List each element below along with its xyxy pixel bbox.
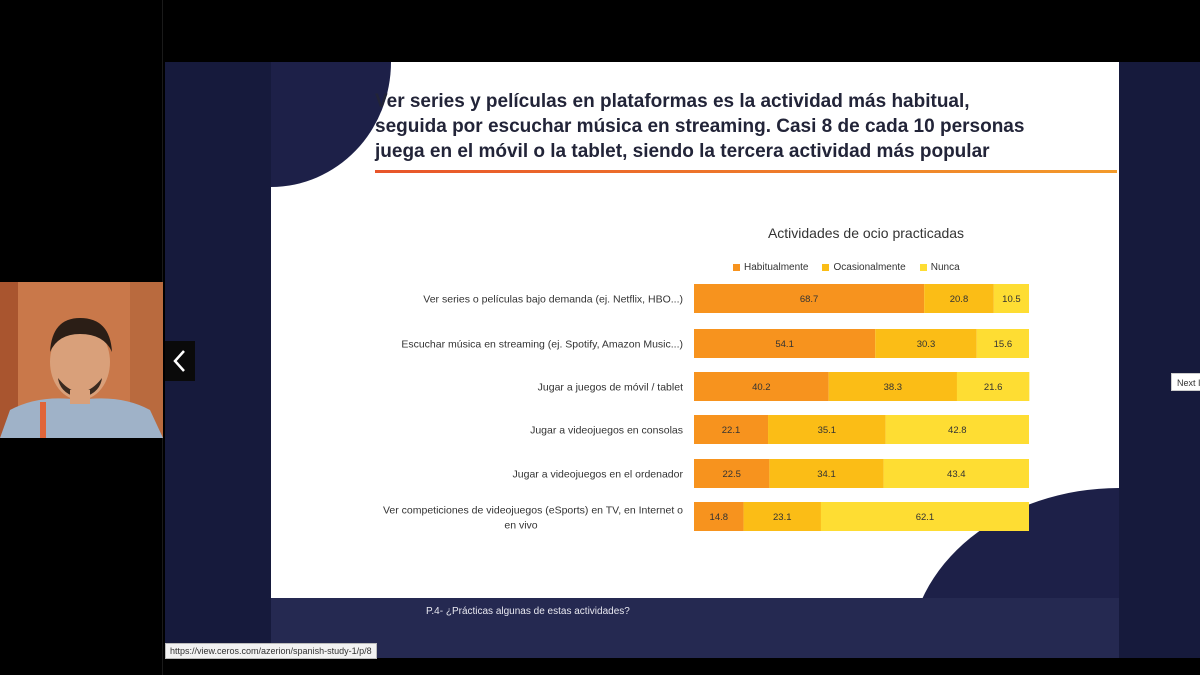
legend-label: Ocasionalmente	[833, 262, 906, 273]
bar-habitualmente	[694, 372, 829, 401]
data-label: 34.1	[817, 469, 836, 480]
data-label: 22.1	[722, 425, 741, 436]
bar-ocasionalmente	[875, 329, 977, 358]
category-label: Ver competiciones de videojuegos (eSport…	[383, 505, 683, 532]
data-label: 21.6	[984, 382, 1003, 393]
bar-habitualmente	[694, 284, 925, 313]
bar-nunca	[956, 372, 1030, 401]
data-label: 15.6	[994, 339, 1013, 350]
data-label: 43.4	[947, 469, 966, 480]
stacked-bar-chart: Ver series o películas bajo demanda (ej.…	[383, 284, 1030, 532]
bar-nunca	[993, 284, 1029, 313]
chevron-left-icon	[173, 350, 185, 372]
legend-swatch	[919, 264, 927, 271]
slide-title: Ver series y películas en plataformas es…	[375, 89, 1095, 164]
category-label: Jugar a juegos de móvil / tablet	[538, 382, 683, 394]
bar-habitualmente	[694, 502, 744, 531]
bar-ocasionalmente	[768, 415, 886, 444]
bar-nunca	[885, 415, 1029, 444]
bar-ocasionalmente	[828, 372, 957, 401]
bar-habitualmente	[694, 329, 876, 358]
footer-question: P.4- ¿Prácticas algunas de estas activid…	[426, 606, 630, 617]
category-label: Ver series o películas bajo demanda (ej.…	[423, 294, 683, 306]
bar-ocasionalmente	[924, 284, 994, 313]
chart-legend: Habitualmente Ocasionalmente Nunca	[733, 262, 960, 273]
data-label: 10.5	[1002, 294, 1021, 305]
data-label: 14.8	[710, 512, 729, 523]
title-line: Ver series y películas en plataformas es…	[375, 91, 970, 112]
legend-swatch	[822, 264, 830, 271]
title-line: seguida por escuchar música en streaming…	[375, 116, 1025, 137]
bar-ocasionalmente	[743, 502, 821, 531]
legend-label: Habitualmente	[744, 262, 809, 273]
data-label: 68.7	[800, 294, 819, 305]
category-label: Escuchar música en streaming (ej. Spotif…	[401, 339, 683, 351]
data-label: 40.2	[752, 382, 771, 393]
webcam-video	[0, 282, 163, 438]
data-label: 22.5	[722, 469, 741, 480]
category-label: Jugar a videojuegos en el ordenador	[513, 469, 684, 481]
bar-habitualmente	[694, 415, 769, 444]
legend-item-habitualmente: Habitualmente	[733, 262, 808, 273]
bar-nunca	[976, 329, 1029, 358]
bar-nunca	[820, 502, 1029, 531]
presenter-image	[0, 282, 163, 438]
data-label: 23.1	[773, 512, 792, 523]
data-label: 42.8	[948, 425, 967, 436]
bar-habitualmente	[694, 459, 770, 488]
data-label: 38.3	[884, 382, 903, 393]
category-label: Jugar a videojuegos en consolas	[530, 425, 683, 437]
data-label: 30.3	[917, 339, 936, 350]
previous-slide-button[interactable]	[165, 341, 195, 381]
slide: Ver series y películas en plataformas es…	[271, 62, 1119, 658]
data-label: 62.1	[916, 512, 935, 523]
status-bar-url: https://view.ceros.com/azerion/spanish-s…	[165, 643, 377, 659]
chart-title: Actividades de ocio practicadas	[767, 225, 965, 241]
title-underline	[375, 170, 1117, 173]
legend-label: Nunca	[930, 262, 960, 273]
bar-ocasionalmente	[769, 459, 884, 488]
legend-swatch	[733, 264, 740, 271]
legend-item-ocasionalmente: Ocasionalmente	[822, 262, 906, 273]
slide-footer: P.4- ¿Prácticas algunas de estas activid…	[271, 598, 1119, 658]
legend-item-nunca: Nunca	[919, 262, 960, 273]
bar-nunca	[883, 459, 1029, 488]
title-line: juega en el móvil o la tablet, siendo la…	[375, 141, 990, 162]
data-label: 35.1	[818, 425, 837, 436]
presentation-stage: Ver series y películas en plataformas es…	[165, 62, 1200, 658]
data-label: 20.8	[950, 294, 969, 305]
next-slide-tooltip: Next I	[1171, 373, 1200, 391]
data-label: 54.1	[775, 339, 794, 350]
